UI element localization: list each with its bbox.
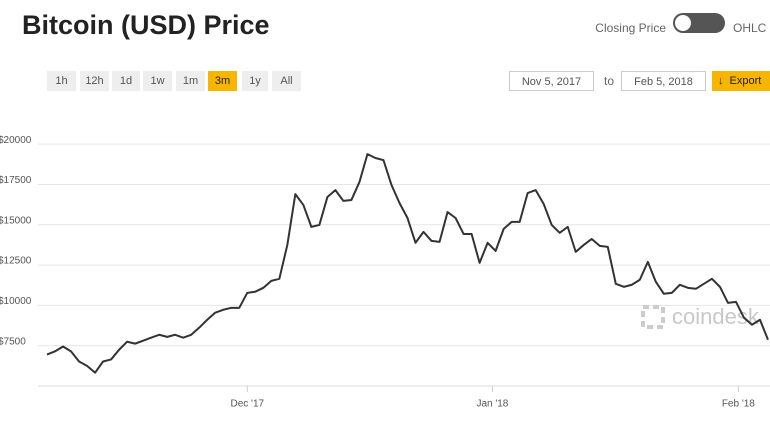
- toggle-knob: [674, 14, 692, 32]
- page-title: Bitcoin (USD) Price: [22, 10, 270, 40]
- watermark-text: coindesk: [672, 304, 760, 329]
- date-from[interactable]: Nov 5, 2017: [509, 71, 594, 91]
- y-tick-label: $12500: [0, 256, 32, 267]
- range-button[interactable]: 1h: [47, 71, 76, 91]
- export-label: Export: [729, 75, 762, 87]
- x-tick-label: Feb '18: [722, 399, 755, 410]
- y-tick-label: $15000: [0, 215, 32, 226]
- range-button[interactable]: 1d: [112, 71, 140, 91]
- export-button[interactable]: ↓ Export: [712, 71, 770, 91]
- toggle[interactable]: [673, 13, 725, 33]
- date-to[interactable]: Feb 5, 2018: [621, 71, 706, 91]
- toggle-label: Closing Price: [595, 21, 666, 35]
- range-button[interactable]: 3m: [208, 71, 237, 91]
- y-tick-label: $20000: [0, 135, 32, 146]
- y-tick-label: $10000: [0, 296, 32, 307]
- price-line: [46, 153, 769, 374]
- range-button[interactable]: 12h: [80, 71, 109, 91]
- x-tick-label: Dec '17: [230, 399, 264, 410]
- y-tick-label: $17500: [0, 175, 32, 186]
- range-button[interactable]: 1m: [176, 71, 205, 91]
- y-tick-label: $7500: [0, 336, 26, 347]
- x-tick-label: Jan '18: [476, 399, 508, 410]
- export-icon: ↓: [718, 75, 724, 87]
- date-separator: to: [604, 74, 615, 88]
- watermark-icon: [641, 305, 665, 329]
- range-button[interactable]: All: [272, 71, 301, 91]
- range-button[interactable]: 1y: [242, 71, 268, 91]
- toggle-label: OHLC: [733, 21, 767, 35]
- range-button[interactable]: 1w: [143, 71, 172, 91]
